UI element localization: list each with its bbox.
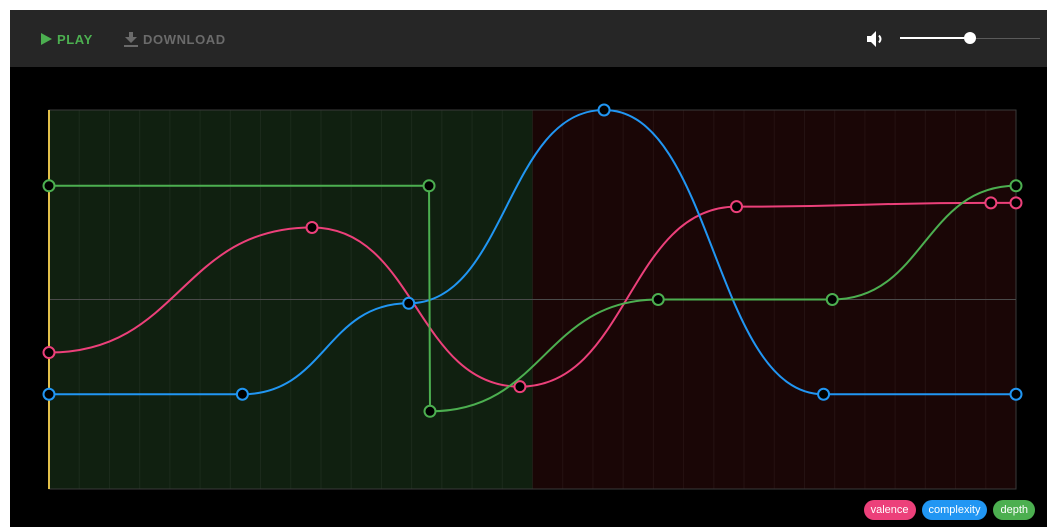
valence-control-point[interactable] <box>730 200 744 214</box>
legend-depth[interactable]: depth <box>993 500 1035 520</box>
valence-control-point[interactable] <box>305 220 319 234</box>
toolbar: PLAY DOWNLOAD <box>10 10 1047 67</box>
volume-slider-fill <box>900 37 970 39</box>
curve-editor-canvas[interactable] <box>10 67 1047 527</box>
valence-control-point[interactable] <box>984 196 998 210</box>
complexity-control-point[interactable] <box>402 296 416 310</box>
download-button[interactable]: DOWNLOAD <box>124 29 226 49</box>
legend: valence complexity depth <box>863 500 1035 520</box>
depth-control-point[interactable] <box>423 404 437 418</box>
play-icon <box>41 33 52 45</box>
depth-control-point[interactable] <box>1009 179 1023 193</box>
complexity-control-point[interactable] <box>235 387 249 401</box>
depth-control-point[interactable] <box>42 179 56 193</box>
depth-control-point[interactable] <box>422 179 436 193</box>
depth-control-point[interactable] <box>825 293 839 306</box>
valence-control-point[interactable] <box>1009 196 1023 210</box>
app-window: PLAY DOWNLOAD valence complexity depth <box>10 10 1047 527</box>
valence-curve <box>48 201 1016 388</box>
valence-control-point[interactable] <box>513 380 527 394</box>
download-icon <box>124 31 138 47</box>
depth-control-point[interactable] <box>651 293 665 306</box>
complexity-control-point[interactable] <box>817 387 831 401</box>
volume-slider-thumb[interactable] <box>964 32 976 44</box>
valence-control-point[interactable] <box>42 346 56 360</box>
download-label: DOWNLOAD <box>143 31 226 47</box>
play-button[interactable]: PLAY <box>41 29 93 49</box>
volume-slider[interactable] <box>900 28 1040 48</box>
legend-complexity[interactable]: complexity <box>921 500 988 520</box>
complexity-control-point[interactable] <box>42 387 56 401</box>
complexity-control-point[interactable] <box>1009 387 1023 401</box>
depth-curve <box>49 184 1017 413</box>
legend-valence[interactable]: valence <box>863 500 916 520</box>
volume-icon[interactable] <box>866 29 886 49</box>
complexity-control-point[interactable] <box>597 103 611 117</box>
curve-editor[interactable] <box>10 67 1047 527</box>
play-label: PLAY <box>57 31 93 47</box>
